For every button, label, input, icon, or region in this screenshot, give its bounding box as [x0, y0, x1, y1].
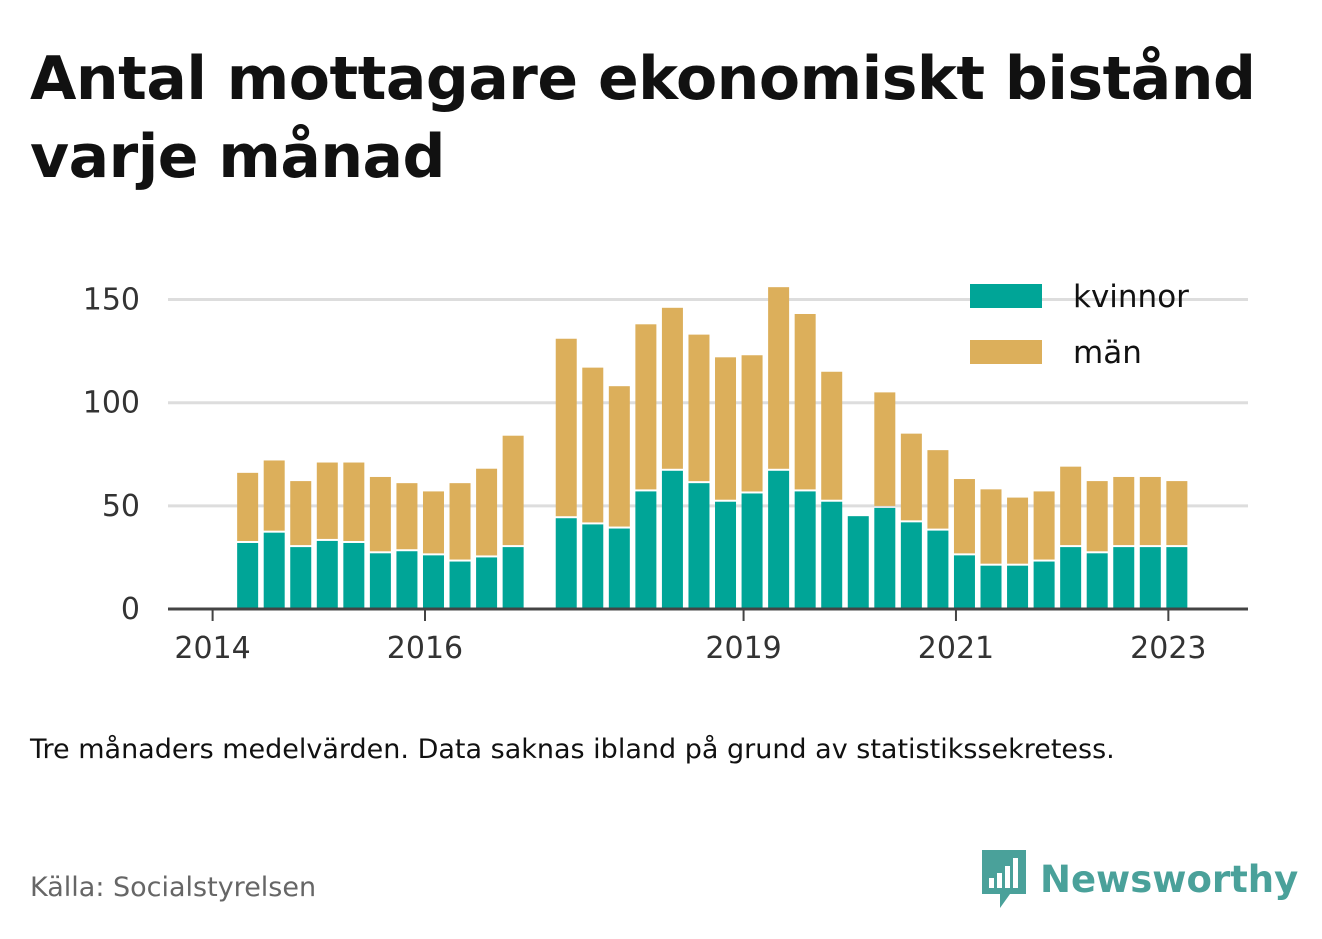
bar-man [476, 468, 498, 556]
source-text: Källa: Socialstyrelsen [30, 872, 317, 903]
legend-label-kvinnor: kvinnor [1073, 279, 1189, 315]
y-tick-label: 0 [121, 592, 140, 627]
bar-man [1139, 476, 1161, 546]
x-tick-label: 2016 [387, 631, 463, 666]
bar-man [980, 489, 1002, 564]
bar-kvinnor [1033, 561, 1055, 609]
bar-man [741, 355, 763, 492]
bar-kvinnor [449, 561, 471, 609]
bar-kvinnor [661, 470, 683, 609]
bar-kvinnor [794, 491, 816, 609]
legend-swatch-kvinnor [970, 284, 1042, 308]
bar-man [343, 462, 365, 541]
bar-man [290, 481, 312, 546]
bar-man [582, 367, 604, 523]
x-axis: 2014 2016 2019 2021 2023 [168, 607, 1248, 666]
bar-kvinnor [343, 542, 365, 609]
bar-man [715, 357, 737, 500]
x-tick-label: 2021 [918, 631, 994, 666]
bar-man [608, 386, 630, 527]
x-tick-label: 2019 [705, 631, 781, 666]
bar-kvinnor [608, 528, 630, 609]
chart-note: Tre månaders medelvärden. Data saknas ib… [30, 734, 1115, 765]
x-tick-label: 2014 [174, 631, 250, 666]
bar-kvinnor [396, 551, 418, 609]
bar-kvinnor [263, 532, 285, 609]
bar-man [263, 460, 285, 531]
bar-kvinnor [1113, 547, 1135, 609]
bar-kvinnor [422, 555, 444, 609]
bar-kvinnor [1060, 547, 1082, 609]
bar-man [900, 433, 922, 521]
chart-title: Antal mottagare ekonomiskt bistånd varje… [30, 44, 1256, 192]
bar-kvinnor [980, 565, 1002, 609]
bar-kvinnor [953, 555, 975, 609]
bar-kvinnor [874, 507, 896, 609]
bar-kvinnor [369, 553, 391, 609]
bar-man [953, 479, 975, 554]
bar-man [316, 462, 338, 539]
bar-kvinnor [582, 524, 604, 609]
y-tick-label: 150 [83, 283, 140, 318]
brand-name: Newsworthy [1040, 857, 1299, 901]
bar-man [1007, 497, 1029, 564]
bar-man [369, 476, 391, 552]
y-tick-label: 50 [102, 489, 140, 524]
newsworthy-logo-icon [982, 850, 1026, 908]
bar-man [1060, 466, 1082, 546]
y-tick-label: 100 [83, 386, 140, 421]
bar-kvinnor [502, 547, 524, 609]
y-axis: 0 50 100 150 [83, 283, 140, 627]
bar-kvinnor [1139, 547, 1161, 609]
bar-kvinnor [1007, 565, 1029, 609]
bar-man [927, 450, 949, 529]
bar-kvinnor [900, 522, 922, 609]
bar-kvinnor [741, 493, 763, 609]
bar-man [794, 313, 816, 490]
bar-man [502, 435, 524, 546]
bar-man [1113, 476, 1135, 546]
bars [237, 287, 1188, 609]
bar-man [661, 307, 683, 469]
bar-kvinnor [1166, 547, 1188, 609]
bar-man [874, 392, 896, 506]
brand-logo: Newsworthy [980, 848, 1298, 910]
bar-kvinnor [476, 557, 498, 609]
legend: kvinnor män [970, 279, 1189, 371]
bar-kvinnor [847, 516, 869, 609]
bar-kvinnor [821, 501, 843, 609]
bar-kvinnor [1086, 553, 1108, 609]
bar-kvinnor [316, 540, 338, 609]
bar-kvinnor [688, 483, 710, 609]
bar-man [635, 324, 657, 490]
bar-man [396, 483, 418, 550]
bar-man [237, 472, 259, 541]
bar-man [1086, 481, 1108, 552]
bar-kvinnor [768, 470, 790, 609]
bar-kvinnor [927, 530, 949, 609]
bar-man [422, 491, 444, 554]
bar-chart: 0 50 100 150 2014 2016 2019 2021 2023 kvinnor m… [83, 279, 1248, 666]
bar-man [555, 338, 577, 517]
legend-swatch-man [970, 340, 1042, 364]
x-tick-label: 2023 [1130, 631, 1206, 666]
bar-kvinnor [715, 501, 737, 609]
bar-kvinnor [290, 547, 312, 609]
bar-man [821, 371, 843, 500]
bar-kvinnor [555, 518, 577, 609]
bar-man [768, 287, 790, 469]
bar-man [688, 334, 710, 482]
bar-man [1033, 491, 1055, 560]
bar-kvinnor [635, 491, 657, 609]
legend-label-man: män [1073, 335, 1142, 371]
bar-kvinnor [237, 542, 259, 609]
bar-man [449, 483, 471, 560]
bar-man [1166, 481, 1188, 546]
